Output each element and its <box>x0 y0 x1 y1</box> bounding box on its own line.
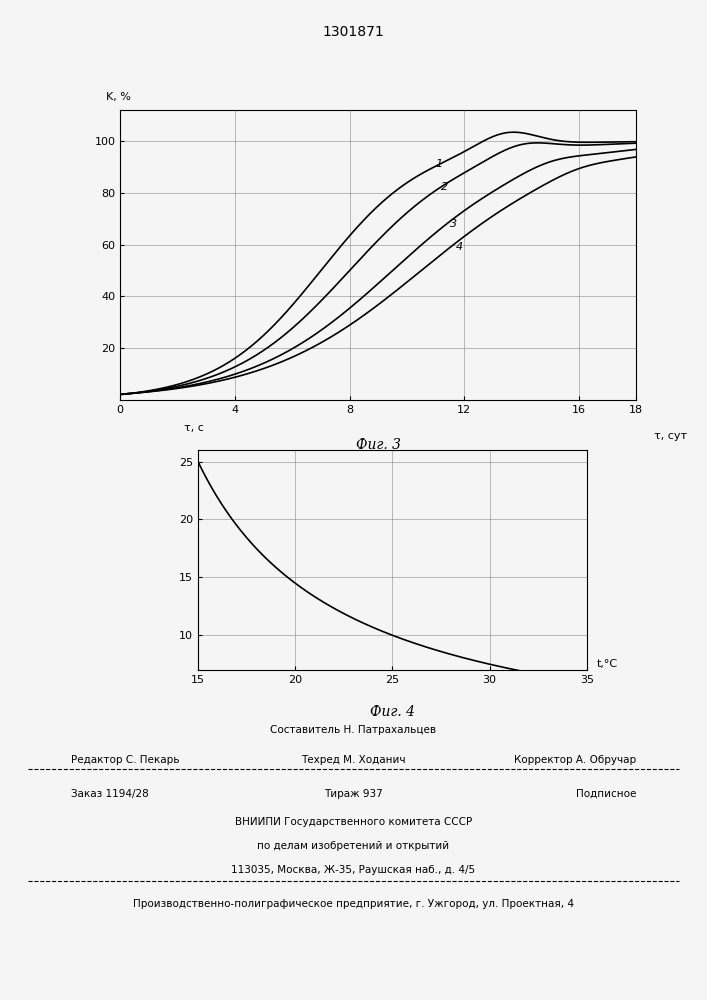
Text: Составитель Н. Патрахальцев: Составитель Н. Патрахальцев <box>271 725 436 735</box>
Text: Заказ 1194/28: Заказ 1194/28 <box>71 789 148 799</box>
Text: K, %: K, % <box>106 92 131 102</box>
Text: 3: 3 <box>450 219 457 229</box>
Text: Тираж 937: Тираж 937 <box>324 789 383 799</box>
Text: Фиг. 4: Фиг. 4 <box>370 705 415 719</box>
Text: Корректор А. Обручар: Корректор А. Обручар <box>514 755 636 765</box>
Text: Производственно-полиграфическое предприятие, г. Ужгород, ул. Проектная, 4: Производственно-полиграфическое предприя… <box>133 899 574 909</box>
Text: t,°C: t,°C <box>597 659 618 669</box>
Text: 113035, Москва, Ж-35, Раушская наб., д. 4/5: 113035, Москва, Ж-35, Раушская наб., д. … <box>231 865 476 875</box>
Text: ВНИИПИ Государственного комитета СССР: ВНИИПИ Государственного комитета СССР <box>235 817 472 827</box>
Text: 2: 2 <box>441 182 448 192</box>
Text: 1301871: 1301871 <box>322 25 385 39</box>
Text: Редактор С. Пекарь: Редактор С. Пекарь <box>71 755 179 765</box>
Text: Техред М. Ходанич: Техред М. Ходанич <box>301 755 406 765</box>
Text: Подписное: Подписное <box>576 789 636 799</box>
Text: Фиг. 3: Фиг. 3 <box>356 438 401 452</box>
Text: 1: 1 <box>436 159 443 169</box>
Text: τ, сут: τ, сут <box>653 431 686 441</box>
Text: по делам изобретений и открытий: по делам изобретений и открытий <box>257 841 450 851</box>
Text: 4: 4 <box>455 242 463 252</box>
Text: τ, c: τ, c <box>185 423 204 433</box>
